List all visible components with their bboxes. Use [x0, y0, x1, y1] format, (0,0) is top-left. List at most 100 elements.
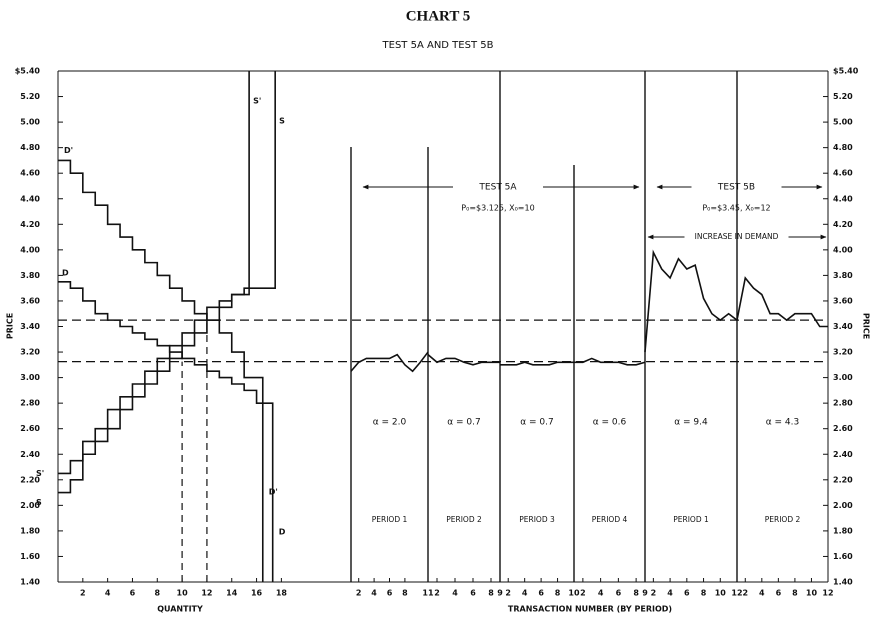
group-note: P₀=$3.125, X₀=10 — [461, 204, 534, 213]
chart-title: CHART 5 — [406, 8, 471, 24]
x-tick-label: 10 — [715, 589, 727, 598]
y-tick-label: 3.60 — [20, 296, 40, 305]
x-tick-label: 4 — [371, 589, 377, 598]
y-tick-label: 4.20 — [20, 220, 40, 229]
x-tick-label: 4 — [452, 589, 458, 598]
period-label: PERIOD 2 — [446, 515, 482, 524]
y-tick-label: 1.40 — [20, 578, 40, 587]
x-tick-label: 18 — [276, 589, 288, 598]
x-tick-label: 11 — [422, 589, 434, 598]
alpha-label: α = 2.0 — [373, 418, 407, 428]
y-tick-label: 2.40 — [20, 450, 40, 459]
x-tick-label: 4 — [667, 589, 673, 598]
y-tick-label: 3.80 — [833, 271, 853, 280]
period-label: PERIOD 1 — [372, 515, 408, 524]
y-tick-label: 4.40 — [20, 194, 40, 203]
y-tick-label: 2.20 — [833, 475, 853, 484]
step-curve — [58, 159, 264, 582]
x-tick-label: 8 — [792, 589, 798, 598]
y-tick-label: 5.00 — [833, 118, 853, 127]
period-label: PERIOD 3 — [519, 515, 555, 524]
y-tick-label: 1.80 — [20, 526, 40, 535]
y-tick-label: 4.40 — [833, 194, 853, 203]
y-tick-label: 3.20 — [20, 348, 40, 357]
y-tick-label: 4.80 — [833, 143, 853, 152]
x-tick-label: 2 — [651, 589, 657, 598]
alpha-label: α = 4.3 — [766, 418, 800, 428]
period-label: PERIOD 2 — [765, 515, 801, 524]
y-tick-label: 2.20 — [20, 475, 40, 484]
y-tick-label: 3.40 — [20, 322, 40, 331]
y-tick-label: $5.40 — [15, 67, 41, 76]
x-tick-label: 12 — [201, 589, 212, 598]
y-tick-label: 3.00 — [20, 373, 40, 382]
y-tick-label: 5.20 — [833, 92, 853, 101]
x-tick-label: 8 — [633, 589, 639, 598]
y-tick-label: 1.80 — [833, 526, 853, 535]
y-tick-label: 4.60 — [833, 169, 853, 178]
y-tick-label: 2.60 — [833, 424, 853, 433]
x-tick-label: 8 — [701, 589, 707, 598]
y-tick-label: 4.60 — [20, 169, 40, 178]
chart-subtitle: TEST 5A AND TEST 5B — [382, 40, 494, 51]
y-axis-label: PRICE — [862, 313, 871, 339]
price-line — [500, 361, 574, 366]
y-tick-label: 3.20 — [833, 348, 853, 357]
series-label: S — [36, 498, 42, 507]
y-tick-label: 1.60 — [20, 552, 40, 561]
price-line — [644, 249, 738, 353]
step-curve — [58, 71, 250, 475]
y-tick-label: 2.00 — [833, 501, 853, 510]
x-tick-label: 14 — [226, 589, 238, 598]
y-tick-label: 3.00 — [833, 373, 853, 382]
x-tick-label: 6 — [470, 589, 476, 598]
x-tick-label: 12 — [822, 589, 833, 598]
series-label: D' — [64, 146, 73, 155]
price-line — [427, 353, 500, 366]
alpha-label: α = 0.6 — [593, 418, 627, 428]
y-tick-label: 4.00 — [20, 245, 40, 254]
x-tick-label: 12 — [731, 589, 742, 598]
price-line — [574, 357, 646, 366]
x-tick-label: 10 — [568, 589, 580, 598]
x-tick-label: 2 — [80, 589, 86, 598]
x-tick-label: 4 — [598, 589, 604, 598]
x-tick-label: 16 — [251, 589, 263, 598]
y-tick-label: 2.80 — [20, 399, 40, 408]
group-label: TEST 5A — [478, 183, 517, 193]
y-tick-label: $5.40 — [833, 67, 859, 76]
x-tick-label: 6 — [130, 589, 136, 598]
y-tick-label: 3.60 — [833, 296, 853, 305]
x-tick-label: 2 — [434, 589, 440, 598]
group-label: TEST 5B — [717, 183, 755, 193]
y-tick-label: 4.20 — [833, 220, 853, 229]
x-tick-label: 10 — [806, 589, 818, 598]
step-curve — [58, 280, 274, 582]
y-tick-label: 5.00 — [20, 118, 40, 127]
y-tick-label: 1.60 — [833, 552, 853, 561]
price-line — [736, 276, 828, 328]
series-label: S' — [36, 469, 44, 478]
x-tick-label: 2 — [742, 589, 748, 598]
x-tick-label: 2 — [505, 589, 511, 598]
x-tick-label: 6 — [616, 589, 622, 598]
step-curve — [58, 71, 276, 494]
x-tick-label: 6 — [387, 589, 393, 598]
x-tick-label: 4 — [105, 589, 111, 598]
alpha-label: α = 0.7 — [520, 418, 554, 428]
x-tick-label: 9 — [497, 589, 503, 598]
x-tick-label: 8 — [488, 589, 494, 598]
alpha-label: α = 0.7 — [447, 418, 481, 428]
period-label: PERIOD 1 — [673, 515, 709, 524]
x-axis-label: QUANTITY — [157, 605, 203, 614]
series-label: S' — [253, 97, 261, 106]
x-tick-label: 8 — [402, 589, 408, 598]
series-label: D — [62, 268, 69, 277]
series-label: D — [279, 528, 286, 537]
series-label: S — [279, 117, 285, 126]
x-axis-label: TRANSACTION NUMBER (BY PERIOD) — [508, 605, 672, 614]
period-label: PERIOD 4 — [592, 515, 628, 524]
y-tick-label: 5.20 — [20, 92, 40, 101]
y-tick-label: 3.80 — [20, 271, 40, 280]
